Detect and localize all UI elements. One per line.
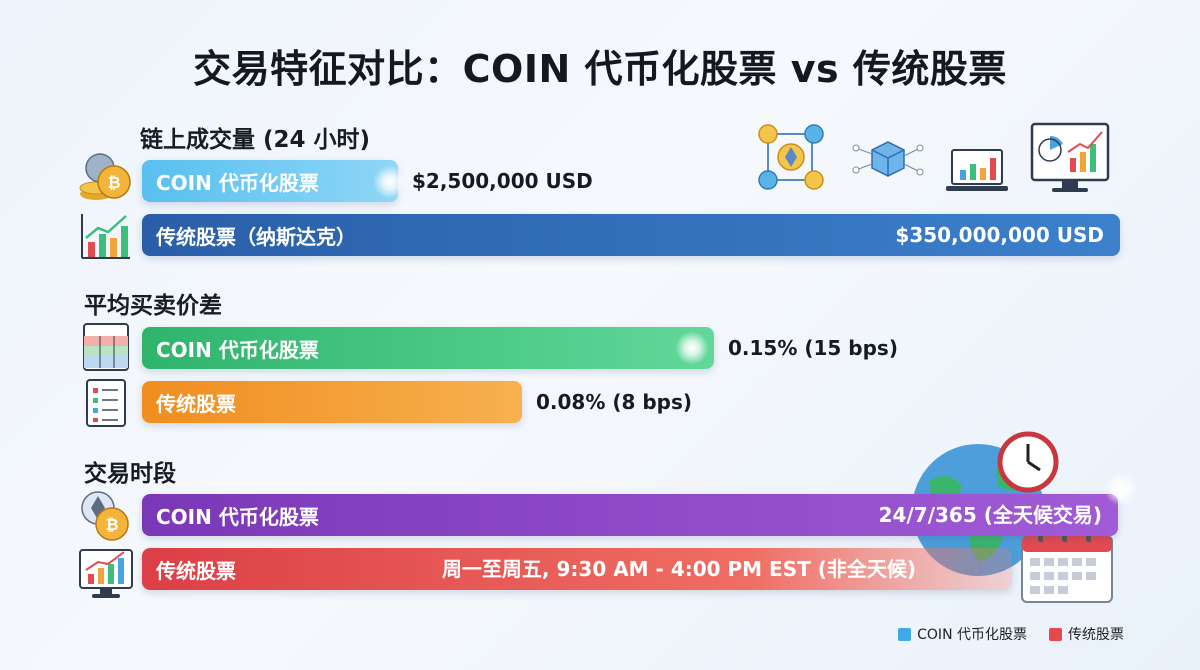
monitor-chart-icon bbox=[79, 549, 133, 598]
section-label-volume: 链上成交量 (24 小时) bbox=[140, 127, 371, 153]
calendar-icon bbox=[1021, 530, 1113, 603]
bar-spread-trad: 传统股票 bbox=[142, 381, 522, 423]
bar-hours-trad: 传统股票 周一至周五, 9:30 AM - 4:00 PM EST (非全天候) bbox=[142, 548, 1012, 590]
bar-label-spread-coin: COIN 代币化股票 bbox=[156, 337, 319, 362]
bar-label-spread-trad: 传统股票 bbox=[156, 391, 236, 416]
document-list-icon bbox=[86, 379, 126, 427]
bar-label-hours-trad: 传统股票 bbox=[156, 558, 236, 583]
value-label-volume-coin: $2,500,000 USD bbox=[412, 169, 593, 193]
svg-text:₿: ₿ bbox=[107, 173, 120, 192]
value-label-volume-trad: $350,000,000 USD bbox=[895, 223, 1104, 247]
value-label-spread-trad: 0.08% (8 bps) bbox=[536, 390, 693, 414]
bar-spread-coin: COIN 代币化股票 bbox=[142, 327, 714, 369]
dashboard-icon bbox=[1030, 122, 1110, 192]
bar-label-volume-trad: 传统股票（纳斯达克） bbox=[156, 224, 356, 249]
section-label-spread: 平均买卖价差 bbox=[84, 293, 222, 319]
crypto-coins-icon: ₿ bbox=[81, 491, 129, 541]
sparkle-glow bbox=[373, 165, 407, 199]
growth-chart-icon bbox=[81, 214, 130, 259]
bar-label-hours-coin: COIN 代币化股票 bbox=[156, 504, 319, 529]
legend-swatch-trad bbox=[1049, 627, 1062, 641]
sparkle-glow bbox=[675, 331, 709, 365]
cube-network-icon bbox=[852, 141, 924, 177]
blockchain-network-icon bbox=[758, 124, 824, 190]
legend-item-trad: 传统股票 bbox=[1049, 624, 1124, 644]
bar-volume-trad: 传统股票（纳斯达克） $350,000,000 USD bbox=[142, 214, 1120, 256]
bar-volume-coin: COIN 代币化股票 bbox=[142, 160, 398, 202]
legend: COIN 代币化股票 传统股票 bbox=[884, 624, 1124, 644]
section-label-hours: 交易时段 bbox=[84, 461, 176, 487]
legend-label-trad: 传统股票 bbox=[1068, 627, 1124, 643]
value-label-hours-trad: 周一至周五, 9:30 AM - 4:00 PM EST (非全天候) bbox=[441, 557, 916, 581]
svg-text:₿: ₿ bbox=[105, 515, 118, 534]
coin-stack-icon: ₿ bbox=[79, 153, 131, 200]
legend-item-coin: COIN 代币化股票 bbox=[898, 624, 1027, 644]
legend-swatch-coin bbox=[898, 627, 912, 641]
spreadsheet-icon bbox=[83, 323, 129, 371]
laptop-chart-icon bbox=[946, 149, 1008, 191]
page-title: 交易特征对比：COIN 代币化股票 vs 传统股票 bbox=[193, 47, 1007, 91]
bar-label-volume-coin: COIN 代币化股票 bbox=[156, 170, 319, 195]
value-label-hours-coin: 24/7/365 (全天候交易) bbox=[878, 503, 1102, 527]
legend-label-coin: COIN 代币化股票 bbox=[917, 627, 1027, 643]
sparkle-glow bbox=[1104, 472, 1138, 506]
value-label-spread-coin: 0.15% (15 bps) bbox=[728, 336, 898, 360]
bar-hours-coin: COIN 代币化股票 24/7/365 (全天候交易) bbox=[142, 494, 1118, 536]
